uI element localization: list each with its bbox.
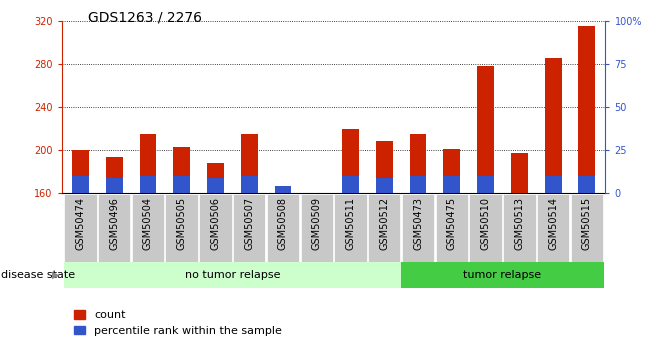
FancyBboxPatch shape [402, 194, 434, 262]
Bar [579, 26, 595, 193]
Bar [72, 176, 89, 193]
Bar [409, 176, 426, 193]
Bar [72, 150, 89, 193]
Bar [545, 176, 562, 193]
FancyBboxPatch shape [267, 194, 299, 262]
FancyBboxPatch shape [98, 194, 130, 262]
Text: GSM50512: GSM50512 [380, 197, 389, 250]
FancyBboxPatch shape [335, 194, 367, 262]
Text: GDS1263 / 2276: GDS1263 / 2276 [88, 10, 202, 24]
Text: GSM50473: GSM50473 [413, 197, 423, 250]
Bar [275, 186, 292, 193]
Text: GSM50513: GSM50513 [514, 197, 524, 250]
Text: GSM50507: GSM50507 [244, 197, 255, 250]
FancyBboxPatch shape [571, 194, 603, 262]
Bar [139, 134, 156, 193]
Text: GSM50496: GSM50496 [109, 197, 119, 249]
FancyBboxPatch shape [503, 194, 536, 262]
Bar [241, 176, 258, 193]
Bar [477, 176, 494, 193]
Bar [409, 134, 426, 193]
Text: GSM50475: GSM50475 [447, 197, 457, 250]
Bar [241, 134, 258, 193]
Text: GSM50511: GSM50511 [346, 197, 355, 250]
Bar [139, 176, 156, 193]
FancyBboxPatch shape [233, 194, 266, 262]
Text: GSM50505: GSM50505 [176, 197, 187, 250]
Bar [477, 66, 494, 193]
Bar [207, 178, 224, 193]
Bar [545, 58, 562, 193]
FancyBboxPatch shape [537, 194, 570, 262]
Text: GSM50506: GSM50506 [210, 197, 221, 250]
Text: GSM50508: GSM50508 [278, 197, 288, 250]
Text: GSM50474: GSM50474 [76, 197, 85, 250]
Bar [376, 141, 393, 193]
Text: tumor relapse: tumor relapse [464, 270, 542, 280]
Text: disease state: disease state [1, 270, 76, 280]
Bar [173, 147, 190, 193]
FancyBboxPatch shape [199, 194, 232, 262]
FancyBboxPatch shape [301, 194, 333, 262]
FancyBboxPatch shape [165, 194, 198, 262]
FancyBboxPatch shape [64, 262, 401, 288]
FancyBboxPatch shape [368, 194, 400, 262]
Text: GSM50509: GSM50509 [312, 197, 322, 250]
FancyBboxPatch shape [132, 194, 164, 262]
FancyBboxPatch shape [469, 194, 502, 262]
FancyBboxPatch shape [64, 194, 96, 262]
Bar [275, 190, 292, 193]
Text: ▶: ▶ [52, 270, 60, 280]
Bar [376, 178, 393, 193]
Bar [342, 176, 359, 193]
Bar [443, 176, 460, 193]
Bar [511, 153, 528, 193]
Bar [173, 176, 190, 193]
Text: GSM50514: GSM50514 [548, 197, 558, 250]
Bar [105, 157, 122, 193]
Bar [443, 149, 460, 193]
Text: GSM50515: GSM50515 [582, 197, 592, 250]
FancyBboxPatch shape [436, 194, 468, 262]
Bar [207, 163, 224, 193]
Bar [105, 178, 122, 193]
FancyBboxPatch shape [401, 262, 603, 288]
Legend: count, percentile rank within the sample: count, percentile rank within the sample [74, 310, 282, 336]
Bar [579, 176, 595, 193]
Text: no tumor relapse: no tumor relapse [185, 270, 280, 280]
Bar [342, 128, 359, 193]
Text: GSM50504: GSM50504 [143, 197, 153, 250]
Text: GSM50510: GSM50510 [480, 197, 491, 250]
